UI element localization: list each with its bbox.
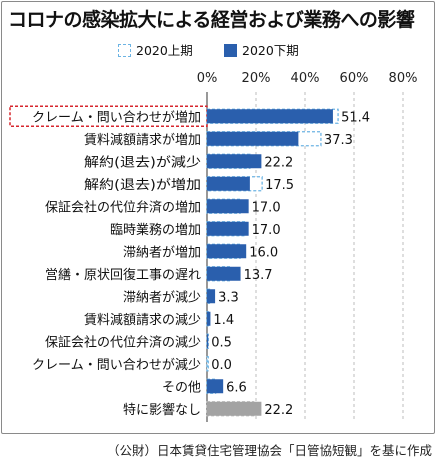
bar-chart: 0% 20% 40% 60% 80% クレーム・問い合わせが増加 51.4 賃料減額請求が増加… [9, 71, 418, 422]
x-tick-label: 20% [242, 71, 271, 86]
x-tick-label: 40% [291, 71, 320, 86]
category-label: その他 [162, 380, 201, 395]
value-label: 6.6 [226, 380, 247, 395]
x-tick-label: 0% [197, 71, 218, 86]
category-label: 特に影響なし [123, 402, 201, 418]
bar-second-half [207, 131, 299, 146]
bar-second-half [207, 109, 333, 124]
bar-second-half [207, 289, 216, 304]
value-label: 17.0 [252, 200, 281, 215]
bar-second-half [207, 199, 249, 214]
x-tick-label: 80% [389, 71, 418, 86]
bar-second-half [207, 154, 262, 169]
value-label: 3.3 [218, 290, 239, 305]
value-label: 17.5 [265, 178, 294, 193]
bar-second-half [207, 379, 224, 394]
value-label: 37.3 [324, 133, 353, 148]
legend-swatch-second-half [224, 44, 237, 57]
bar-second-half [207, 266, 241, 281]
value-label: 0.0 [211, 358, 232, 373]
value-label: 51.4 [341, 110, 370, 125]
source-note: （公財）日本賃貸住宅管理協会「日管協短観」を基に作成 [106, 443, 432, 458]
value-label: 16.0 [249, 245, 278, 260]
category-label: 解約(退去)が増加 [84, 178, 201, 193]
bar-second-half [207, 176, 250, 191]
x-tick-label: 60% [340, 71, 369, 86]
category-label: 解約(退去)が減少 [84, 154, 201, 170]
legend-label-second-half: 2020下期 [242, 43, 299, 58]
category-label: クレーム・問い合わせが増加 [32, 110, 201, 125]
category-label: 賃料減額請求の減少 [84, 312, 201, 328]
bar-second-half [207, 221, 249, 236]
legend-label-first-half: 2020上期 [136, 43, 193, 58]
chart-frame [1, 1, 435, 434]
value-label: 1.4 [213, 313, 234, 328]
value-label: 22.2 [264, 403, 293, 418]
category-label: クレーム・問い合わせが減少 [32, 357, 201, 373]
legend-swatch-first-half [118, 44, 131, 57]
value-label: 13.7 [244, 268, 273, 283]
bar-second-half [207, 334, 209, 349]
value-label: 22.2 [264, 155, 293, 170]
legend-item-first-half: 2020上期 [118, 40, 193, 59]
category-label: 賃料減額請求が増加 [84, 132, 201, 148]
category-label: 臨時業務の増加 [110, 222, 201, 238]
bar-second-half [207, 311, 211, 326]
bar-first-half [206, 356, 209, 372]
chart-title: コロナの感染拡大による経営および業務への影響 [8, 9, 415, 31]
bar-second-half [207, 244, 247, 259]
bar-second-half [207, 401, 262, 416]
category-label: 保証会社の代位弁済の増加 [45, 199, 201, 215]
category-label: 滞納者が増加 [123, 245, 201, 260]
category-label: 滞納者が減少 [123, 289, 201, 305]
category-label: 営繕・原状回復工事の遅れ [45, 267, 201, 283]
category-label: 保証会社の代位弁済の減少 [45, 334, 201, 350]
value-label: 17.0 [252, 223, 281, 238]
value-label: 0.5 [211, 335, 232, 350]
legend-item-second-half: 2020下期 [224, 40, 299, 59]
